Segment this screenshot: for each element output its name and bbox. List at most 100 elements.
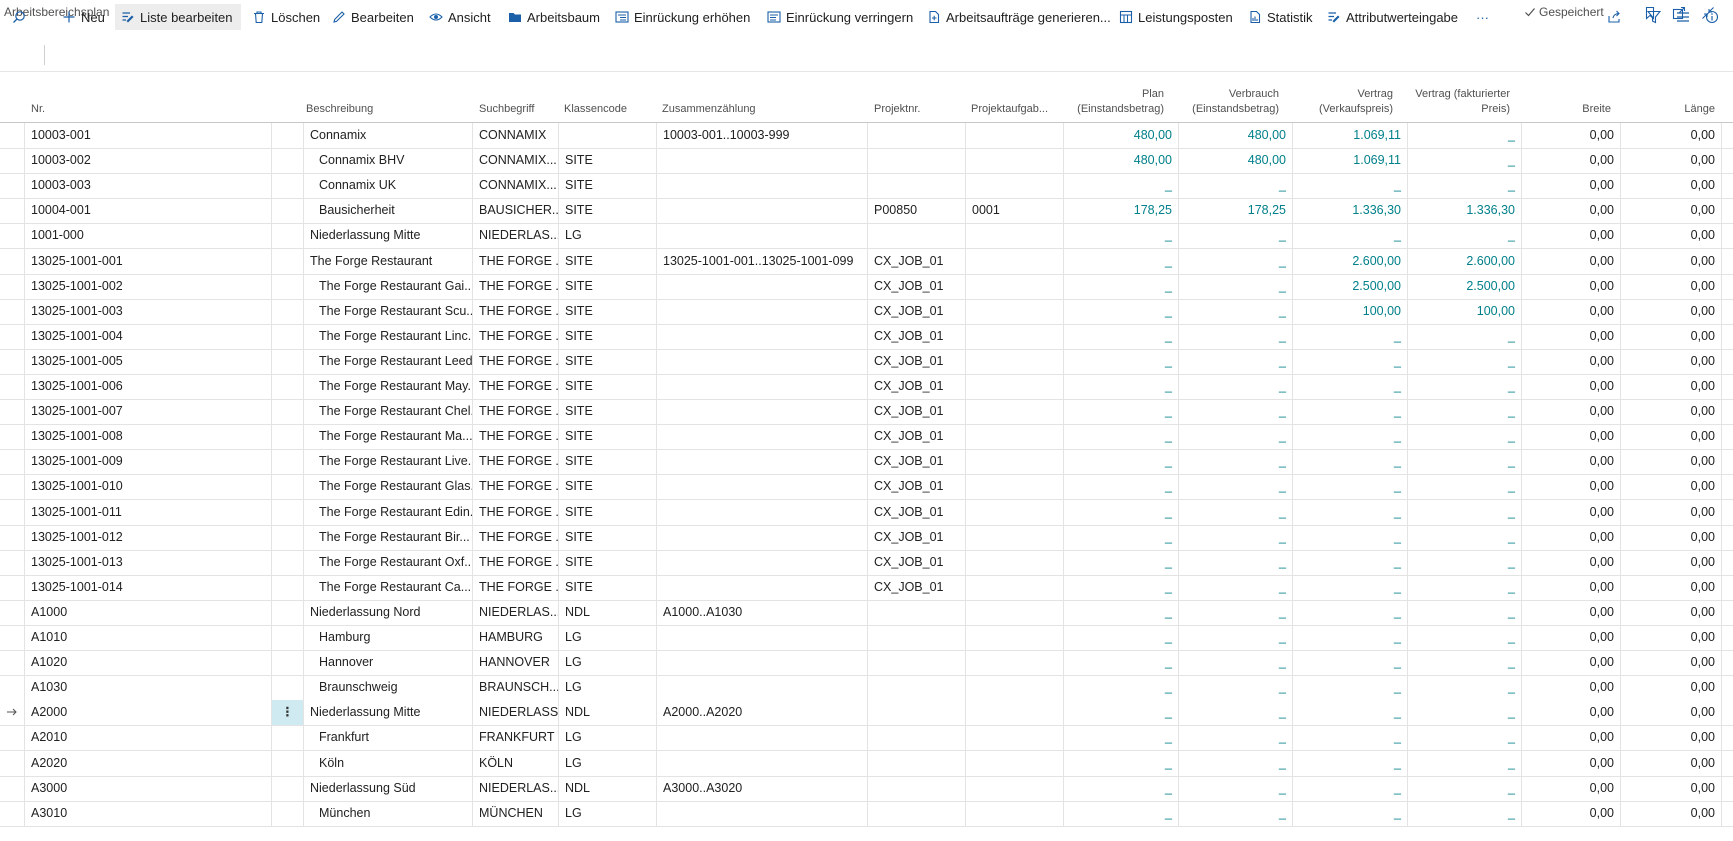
cell-nr[interactable]: 13025-1001-007 (25, 399, 272, 425)
cell-beschreibung[interactable]: Frankfurt (304, 725, 473, 751)
cell-nr[interactable]: 13025-1001-014 (25, 574, 272, 600)
cell-beschreibung[interactable]: The Forge Restaurant (304, 248, 473, 274)
cell-vertragf[interactable]: _ (1408, 650, 1522, 676)
cell-vertrag[interactable]: _ (1293, 323, 1408, 349)
cell-zus[interactable] (657, 148, 868, 174)
cell-projekt[interactable]: CX_JOB_01 (868, 348, 966, 374)
cell-beschreibung[interactable]: The Forge Restaurant Oxf... (304, 549, 473, 575)
cell-such[interactable]: BAUSICHER... (473, 198, 559, 224)
cell-aufgabe[interactable] (966, 574, 1064, 600)
cell-zus[interactable] (657, 374, 868, 399)
table-row[interactable]: 13025-1001-004 The Forge Restaurant Linc.… (0, 323, 1733, 350)
row-actions-cell[interactable] (272, 148, 304, 174)
row-indicator[interactable] (0, 198, 25, 224)
row-actions-cell[interactable] (272, 474, 304, 500)
cell-beschreibung[interactable]: Niederlassung Nord (304, 599, 473, 625)
cell-zus[interactable] (657, 273, 868, 299)
row-actions-cell[interactable] (272, 173, 304, 199)
cell-vertrag[interactable]: _ (1293, 374, 1408, 399)
row-indicator[interactable] (0, 625, 25, 650)
row-actions-cell[interactable] (272, 348, 304, 374)
work-tree-button[interactable]: Arbeitsbaum (502, 4, 606, 30)
filter-button[interactable] (1641, 4, 1667, 30)
cell-projekt[interactable]: CX_JOB_01 (868, 399, 966, 425)
table-row[interactable]: 13025-1001-002 The Forge Restaurant Gai..… (0, 273, 1733, 300)
cell-vertragf[interactable]: _ (1408, 549, 1522, 575)
cell-nr[interactable]: A1010 (25, 625, 272, 650)
cell-plan[interactable]: _ (1064, 474, 1179, 500)
cell-verbrauch[interactable]: _ (1179, 750, 1293, 776)
cell-such[interactable]: CONNAMIX... (473, 173, 559, 199)
cell-laenge[interactable]: 0,00 (1621, 625, 1722, 650)
cell-plan[interactable]: _ (1064, 348, 1179, 374)
cell-aufgabe[interactable] (966, 725, 1064, 751)
cell-beschreibung[interactable]: Hamburg (304, 625, 473, 650)
statistics-button[interactable]: Statistik (1242, 4, 1319, 30)
cell-verbrauch[interactable]: _ (1179, 348, 1293, 374)
cell-aufgabe[interactable]: 0001 (966, 198, 1064, 224)
row-indicator[interactable] (0, 499, 25, 525)
cell-nr[interactable]: 10004-001 (25, 198, 272, 224)
cell-nr[interactable]: 13025-1001-005 (25, 348, 272, 374)
cell-breite[interactable]: 0,00 (1522, 198, 1621, 224)
cell-aufgabe[interactable] (966, 750, 1064, 776)
row-indicator[interactable] (0, 800, 25, 826)
cell-klasse[interactable]: NDL (559, 700, 657, 726)
cell-klasse[interactable]: SITE (559, 148, 657, 174)
table-row[interactable]: 10003-001 Connamix CONNAMIX 10003-001..1000… (0, 123, 1733, 149)
header-laenge[interactable]: Länge (1684, 103, 1715, 115)
cell-plan[interactable]: _ (1064, 424, 1179, 450)
cell-laenge[interactable]: 0,00 (1621, 298, 1722, 324)
cell-vertragf[interactable]: _ (1408, 374, 1522, 399)
cell-zus[interactable]: A3000..A3020 (657, 775, 868, 801)
cell-laenge[interactable]: 0,00 (1621, 123, 1722, 148)
cell-projekt[interactable] (868, 625, 966, 650)
cell-plan[interactable]: _ (1064, 725, 1179, 751)
attribute-values-button[interactable]: Attributwerteingabe (1321, 4, 1464, 30)
row-actions-cell[interactable] (272, 775, 304, 801)
cell-nr[interactable]: A3010 (25, 800, 272, 826)
table-row[interactable]: A2010 Frankfurt FRANKFURT LG _ _ _ _ 0,00 0,00 (0, 725, 1733, 752)
header-breite[interactable]: Breite (1582, 103, 1611, 115)
cell-breite[interactable]: 0,00 (1522, 298, 1621, 324)
row-indicator[interactable] (0, 449, 25, 475)
cell-vertrag[interactable]: _ (1293, 424, 1408, 450)
cell-zus[interactable] (657, 574, 868, 600)
table-row[interactable]: 10004-001 Bausicherheit BAUSICHER... SITE P0… (0, 198, 1733, 225)
cell-beschreibung[interactable]: The Forge Restaurant Live... (304, 449, 473, 475)
cell-vertrag[interactable]: _ (1293, 524, 1408, 550)
cell-breite[interactable]: 0,00 (1522, 725, 1621, 751)
cell-nr[interactable]: A2010 (25, 725, 272, 751)
row-actions-cell[interactable] (272, 449, 304, 475)
cell-plan[interactable]: _ (1064, 650, 1179, 676)
cell-breite[interactable]: 0,00 (1522, 248, 1621, 274)
table-row[interactable]: 10003-003 Connamix UK CONNAMIX... SITE _ _ _ _ 0… (0, 173, 1733, 200)
cell-klasse[interactable]: SITE (559, 173, 657, 199)
cell-verbrauch[interactable]: _ (1179, 549, 1293, 575)
cell-vertragf[interactable]: _ (1408, 499, 1522, 525)
cell-vertragf[interactable]: _ (1408, 599, 1522, 625)
cell-aufgabe[interactable] (966, 424, 1064, 450)
cell-vertrag[interactable]: _ (1293, 348, 1408, 374)
cell-vertragf[interactable]: 2.500,00 (1408, 273, 1522, 299)
cell-nr[interactable]: 13025-1001-004 (25, 323, 272, 349)
cell-aufgabe[interactable] (966, 273, 1064, 299)
row-actions-cell[interactable] (272, 725, 304, 751)
cell-verbrauch[interactable]: _ (1179, 173, 1293, 199)
cell-zus[interactable] (657, 499, 868, 525)
cell-beschreibung[interactable]: The Forge Restaurant Edin... (304, 499, 473, 525)
cell-vertrag[interactable]: 2.600,00 (1293, 248, 1408, 274)
cell-such[interactable]: NIEDERLAS... (473, 599, 559, 625)
cell-projekt[interactable] (868, 599, 966, 625)
cell-aufgabe[interactable] (966, 625, 1064, 650)
cell-projekt[interactable] (868, 675, 966, 701)
row-indicator[interactable] (0, 725, 25, 751)
cell-breite[interactable]: 0,00 (1522, 348, 1621, 374)
cell-plan[interactable]: 480,00 (1064, 148, 1179, 174)
cell-aufgabe[interactable] (966, 248, 1064, 274)
cell-such[interactable]: THE FORGE ... (473, 348, 559, 374)
cell-such[interactable]: HANNOVER (473, 650, 559, 676)
row-indicator[interactable] (0, 474, 25, 500)
cell-vertrag[interactable]: _ (1293, 449, 1408, 475)
cell-klasse[interactable]: NDL (559, 599, 657, 625)
